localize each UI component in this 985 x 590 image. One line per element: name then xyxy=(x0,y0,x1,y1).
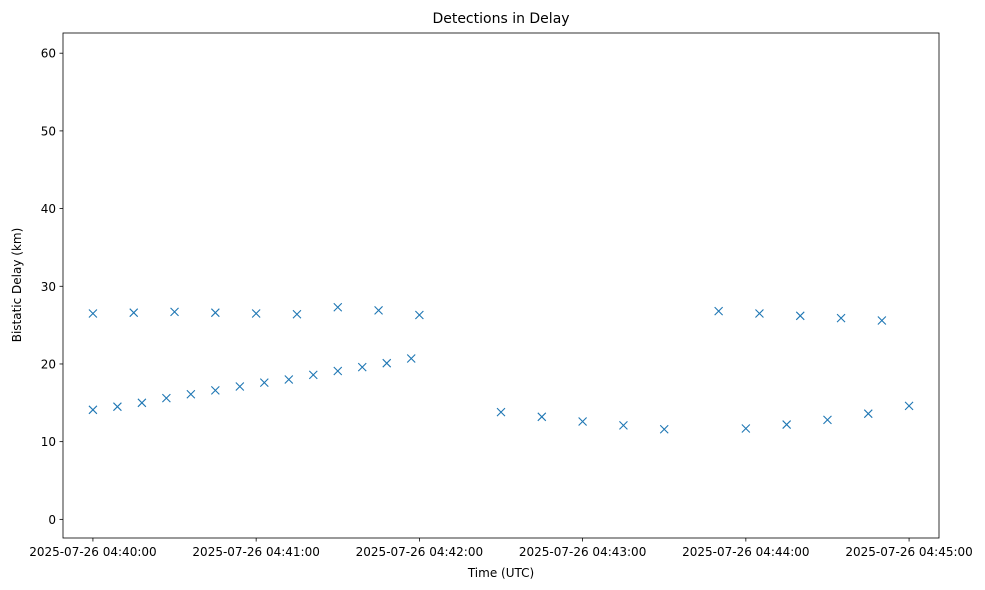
x-tick-label: 2025-07-26 04:42:00 xyxy=(356,545,483,559)
x-tick-label: 2025-07-26 04:45:00 xyxy=(845,545,972,559)
x-tick-label: 2025-07-26 04:41:00 xyxy=(192,545,319,559)
data-point xyxy=(406,354,416,363)
y-axis-label: Bistatic Delay (km) xyxy=(10,228,24,343)
data-point xyxy=(782,420,792,429)
data-point xyxy=(836,313,846,323)
plot-area xyxy=(63,33,939,538)
y-tick-label: 60 xyxy=(41,47,56,61)
y-tick-label: 10 xyxy=(41,435,56,449)
data-point xyxy=(741,424,751,433)
data-point xyxy=(496,407,506,417)
y-tick-label: 50 xyxy=(41,124,56,138)
chart-title: Detections in Delay xyxy=(432,11,569,27)
data-point xyxy=(259,378,269,388)
data-point xyxy=(374,305,383,315)
x-axis: 2025-07-26 04:40:00 2025-07-26 04:41:00 20… xyxy=(29,538,973,559)
y-tick-label: 40 xyxy=(41,202,56,216)
data-point xyxy=(333,302,343,312)
data-point xyxy=(537,412,547,422)
data-point xyxy=(619,420,628,430)
data-point xyxy=(129,308,139,318)
marker-layer xyxy=(88,302,914,434)
x-tick-label: 2025-07-26 04:40:00 xyxy=(29,545,156,559)
data-point xyxy=(904,401,914,411)
data-point xyxy=(292,309,302,319)
data-point xyxy=(235,382,245,391)
data-point xyxy=(113,402,122,412)
data-point xyxy=(823,415,832,425)
y-axis: 0 10 20 30 40 50 60 xyxy=(41,47,63,527)
x-axis-label: Time (UTC) xyxy=(467,566,534,580)
data-point xyxy=(333,366,343,376)
x-tick-label: 2025-07-26 04:43:00 xyxy=(519,545,646,559)
y-tick-label: 20 xyxy=(41,357,56,371)
data-point xyxy=(382,358,392,368)
data-point xyxy=(137,398,147,408)
data-point xyxy=(308,370,318,380)
data-point xyxy=(863,409,873,419)
data-point xyxy=(357,362,367,372)
data-point xyxy=(414,310,424,320)
data-point xyxy=(755,309,764,318)
data-point xyxy=(210,385,220,395)
data-point xyxy=(877,316,887,325)
data-point xyxy=(88,405,98,415)
data-point xyxy=(578,417,588,426)
data-point xyxy=(186,389,196,399)
data-point xyxy=(170,307,179,317)
y-tick-label: 30 xyxy=(41,280,56,294)
data-point xyxy=(210,308,220,318)
data-point xyxy=(251,309,261,318)
data-point xyxy=(161,393,171,403)
data-point xyxy=(795,311,805,321)
x-tick-label: 2025-07-26 04:44:00 xyxy=(682,545,809,559)
data-point xyxy=(88,309,98,318)
plot-frame xyxy=(62,32,940,539)
data-point xyxy=(659,424,669,434)
data-point xyxy=(714,306,724,316)
y-tick-label: 0 xyxy=(48,513,56,527)
data-point xyxy=(284,375,294,384)
